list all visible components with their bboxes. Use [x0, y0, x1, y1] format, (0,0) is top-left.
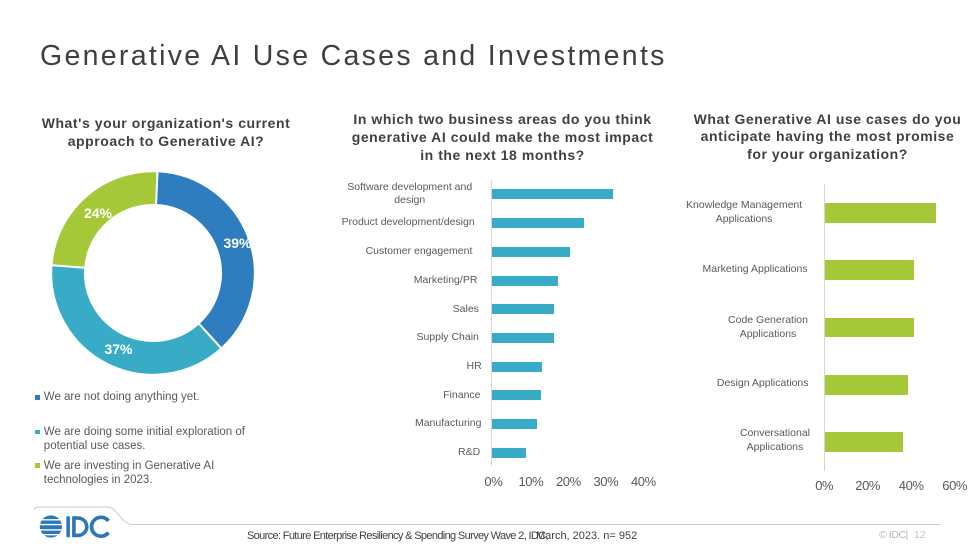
- svg-text:39%: 39%: [223, 235, 252, 251]
- svg-text:37%: 37%: [104, 341, 133, 357]
- svg-text:24%: 24%: [84, 205, 113, 221]
